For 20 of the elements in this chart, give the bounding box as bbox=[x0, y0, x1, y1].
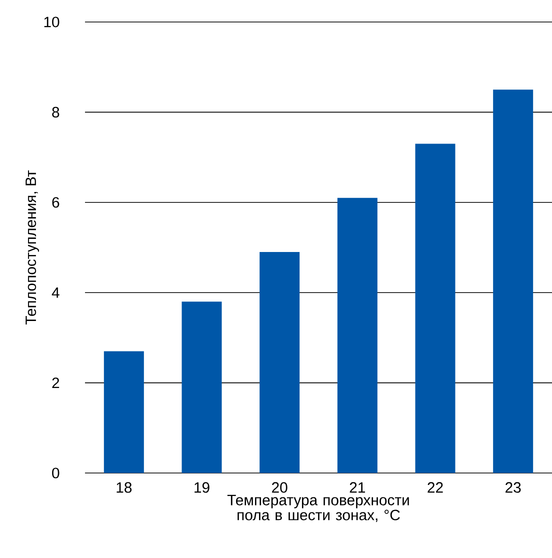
x-axis-title: Температура поверхности пола в шести зонах, °C bbox=[227, 494, 409, 522]
y-tick-label: 6 bbox=[52, 197, 60, 208]
x-tick-label: 22 bbox=[428, 482, 443, 493]
x-tick-label: 18 bbox=[116, 482, 132, 493]
y-tick-label: 0 bbox=[52, 468, 60, 478]
y-axis-title: Теплопоступления, Вт bbox=[26, 170, 40, 325]
bar bbox=[182, 302, 222, 473]
y-tick-label: 2 bbox=[52, 378, 60, 388]
y-tick-label: 10 bbox=[44, 16, 60, 28]
bar bbox=[337, 198, 378, 473]
x-tick-label: 21 bbox=[350, 482, 365, 493]
bar bbox=[493, 90, 534, 473]
y-tick-label: 4 bbox=[52, 287, 60, 298]
bar bbox=[415, 144, 456, 473]
y-tick-label: 8 bbox=[52, 106, 60, 118]
x-tick-label: 23 bbox=[506, 482, 521, 493]
bar bbox=[260, 252, 300, 473]
bar bbox=[104, 351, 144, 473]
x-tick-label: 20 bbox=[272, 482, 288, 493]
x-tick-label: 19 bbox=[194, 482, 210, 493]
